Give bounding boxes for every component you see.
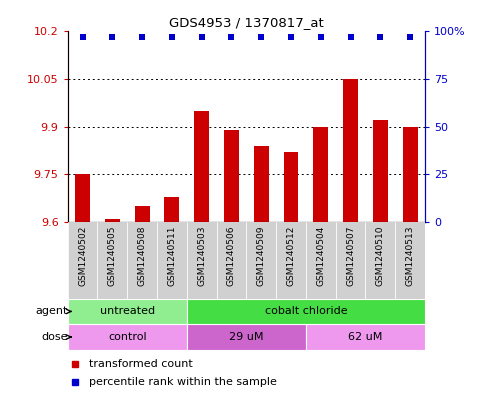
Bar: [276, 222, 306, 299]
Point: [347, 34, 355, 40]
Bar: [187, 299, 425, 324]
Text: GSM1240510: GSM1240510: [376, 226, 385, 286]
Bar: [127, 222, 157, 299]
Point: [79, 34, 86, 40]
Bar: [306, 222, 336, 299]
Bar: [105, 219, 120, 222]
Bar: [343, 79, 358, 222]
Point: [406, 34, 414, 40]
Bar: [75, 174, 90, 222]
Text: cobalt chloride: cobalt chloride: [265, 307, 347, 316]
Text: GSM1240512: GSM1240512: [286, 226, 296, 286]
Bar: [224, 130, 239, 222]
Bar: [366, 222, 395, 299]
Bar: [135, 206, 150, 222]
Text: GSM1240506: GSM1240506: [227, 226, 236, 286]
Text: GSM1240502: GSM1240502: [78, 226, 87, 286]
Bar: [187, 324, 306, 350]
Bar: [194, 111, 209, 222]
Bar: [216, 222, 246, 299]
Text: 29 uM: 29 uM: [229, 332, 264, 342]
Text: untreated: untreated: [99, 307, 155, 316]
Bar: [164, 196, 179, 222]
Text: GSM1240503: GSM1240503: [197, 226, 206, 286]
Bar: [306, 324, 425, 350]
Text: 62 uM: 62 uM: [348, 332, 383, 342]
Point: [168, 34, 176, 40]
Text: GSM1240508: GSM1240508: [138, 226, 146, 286]
Text: percentile rank within the sample: percentile rank within the sample: [89, 377, 277, 387]
Bar: [254, 146, 269, 222]
Bar: [395, 222, 425, 299]
Bar: [157, 222, 187, 299]
Text: GSM1240511: GSM1240511: [168, 226, 176, 286]
Text: GSM1240504: GSM1240504: [316, 226, 325, 286]
Bar: [68, 324, 187, 350]
Text: control: control: [108, 332, 146, 342]
Point: [317, 34, 325, 40]
Bar: [403, 127, 418, 222]
Point: [227, 34, 235, 40]
Title: GDS4953 / 1370817_at: GDS4953 / 1370817_at: [169, 16, 324, 29]
Text: GSM1240505: GSM1240505: [108, 226, 117, 286]
Bar: [68, 299, 187, 324]
Text: dose: dose: [41, 332, 68, 342]
Text: transformed count: transformed count: [89, 359, 193, 369]
Bar: [313, 127, 328, 222]
Bar: [98, 222, 127, 299]
Bar: [284, 152, 298, 222]
Text: GSM1240513: GSM1240513: [406, 226, 414, 286]
Bar: [68, 222, 98, 299]
Bar: [246, 222, 276, 299]
Point: [198, 34, 206, 40]
Text: GSM1240509: GSM1240509: [257, 226, 266, 286]
Point: [257, 34, 265, 40]
Bar: [373, 120, 388, 222]
Point: [377, 34, 384, 40]
Point: [138, 34, 146, 40]
Text: agent: agent: [35, 307, 68, 316]
Text: GSM1240507: GSM1240507: [346, 226, 355, 286]
Bar: [187, 222, 216, 299]
Point: [109, 34, 116, 40]
Bar: [336, 222, 366, 299]
Point: [287, 34, 295, 40]
